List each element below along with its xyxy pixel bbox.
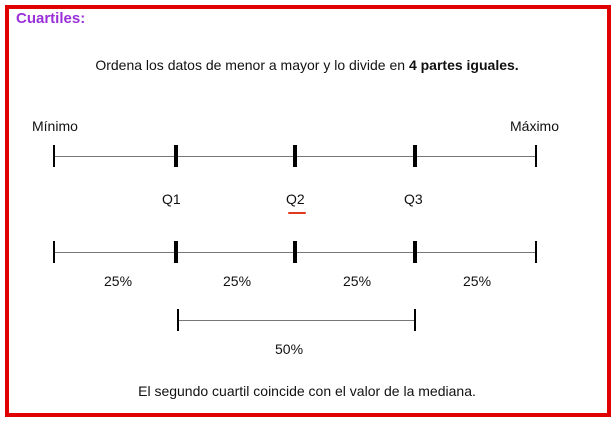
q3-label: Q3 [404,191,423,207]
parts-tick-end [535,241,537,263]
intro-bold: 4 partes iguales. [408,57,519,73]
iqr-tick-end [414,309,416,331]
parts-tick-2 [293,241,297,263]
segment-label-3: 25% [343,273,372,289]
tick-min [53,145,55,167]
q2-underline [288,212,306,214]
segment-label-2: 25% [223,273,252,289]
tick-max [535,145,537,167]
q2-label: Q2 [286,191,305,207]
iqr-line [178,320,415,321]
q1-label: Q1 [162,191,181,207]
intro-plain: Ordena los datos de menor a mayor y lo d… [95,57,409,73]
slide-title: Cuartiles: [16,10,86,27]
max-label: Máximo [510,118,560,134]
parts-tick-start [53,241,55,263]
segment-label-4: 25% [463,273,492,289]
parts-tick-3 [413,241,417,263]
iqr-tick-start [177,309,179,331]
footer-text: El segundo cuartil coincide con el valor… [138,383,476,399]
slide-frame [5,5,611,417]
iqr-label: 50% [275,341,304,357]
tick-q1 [174,145,178,167]
parts-tick-1 [174,241,178,263]
tick-q2 [293,145,297,167]
intro-text: Ordena los datos de menor a mayor y lo d… [0,57,614,73]
tick-q3 [413,145,417,167]
segment-label-1: 25% [104,273,133,289]
min-label: Mínimo [32,118,78,134]
